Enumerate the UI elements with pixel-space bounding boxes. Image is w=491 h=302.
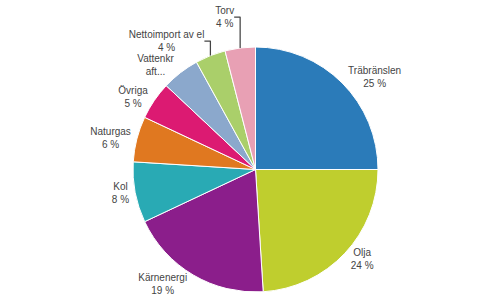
svg-text:Vattenkraft...: Vattenkraft... (137, 53, 174, 77)
svg-text:Kol8 %: Kol8 % (112, 181, 129, 205)
svg-text:Träbränslen25 %: Träbränslen25 % (348, 65, 401, 89)
svg-text:Nettoimport av el4 %: Nettoimport av el4 % (129, 29, 205, 53)
svg-text:Torv4 %: Torv4 % (215, 5, 234, 29)
svg-text:Övriga5 %: Övriga5 % (118, 85, 148, 109)
svg-text:Olja24 %: Olja24 % (351, 247, 374, 271)
svg-text:Kärnenergi19 %: Kärnenergi19 % (138, 272, 187, 296)
svg-text:Naturgas6 %: Naturgas6 % (90, 126, 131, 150)
